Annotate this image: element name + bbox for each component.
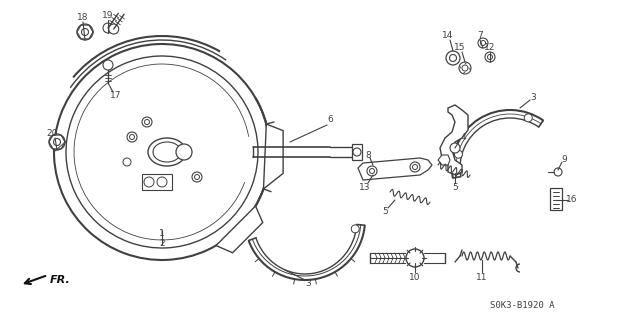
Text: 14: 14	[442, 32, 454, 41]
Circle shape	[54, 138, 61, 145]
Text: 11: 11	[476, 272, 488, 281]
Circle shape	[406, 249, 424, 267]
Text: 1: 1	[159, 229, 165, 239]
Circle shape	[450, 143, 460, 153]
Text: 5: 5	[452, 182, 458, 191]
Text: 4: 4	[460, 132, 466, 142]
Circle shape	[127, 132, 137, 142]
Polygon shape	[216, 206, 263, 253]
Polygon shape	[550, 188, 562, 210]
Circle shape	[157, 177, 167, 187]
Text: 7: 7	[477, 32, 483, 41]
Circle shape	[351, 225, 359, 233]
Ellipse shape	[148, 138, 186, 166]
Text: 10: 10	[409, 272, 420, 281]
Circle shape	[109, 24, 119, 34]
Text: 5: 5	[382, 207, 388, 217]
Circle shape	[103, 23, 113, 33]
Circle shape	[481, 41, 486, 46]
Polygon shape	[358, 158, 432, 180]
Circle shape	[485, 52, 495, 62]
Circle shape	[77, 24, 93, 40]
Circle shape	[195, 174, 200, 180]
Circle shape	[142, 117, 152, 127]
Circle shape	[49, 134, 65, 150]
Polygon shape	[352, 144, 362, 160]
Text: 2: 2	[159, 240, 165, 249]
Circle shape	[123, 158, 131, 166]
Circle shape	[478, 38, 488, 48]
Circle shape	[410, 162, 420, 172]
Polygon shape	[264, 124, 283, 189]
Text: 3: 3	[530, 93, 536, 101]
Circle shape	[145, 120, 150, 124]
Circle shape	[103, 60, 113, 70]
Circle shape	[446, 51, 460, 65]
Circle shape	[413, 165, 417, 169]
Circle shape	[192, 172, 202, 182]
Polygon shape	[438, 155, 450, 165]
Text: 13: 13	[359, 183, 371, 192]
Text: 17: 17	[110, 91, 122, 100]
Polygon shape	[142, 174, 172, 190]
Text: FR.: FR.	[50, 275, 71, 285]
Circle shape	[369, 168, 374, 174]
Text: S0K3-B1920 A: S0K3-B1920 A	[490, 301, 554, 310]
Text: 12: 12	[484, 43, 496, 53]
Circle shape	[488, 55, 493, 60]
Circle shape	[129, 135, 134, 139]
Polygon shape	[440, 105, 468, 175]
Circle shape	[459, 62, 471, 74]
Circle shape	[554, 168, 562, 176]
Ellipse shape	[153, 142, 181, 162]
Circle shape	[144, 177, 154, 187]
Circle shape	[81, 28, 88, 35]
Text: 9: 9	[561, 154, 567, 164]
Text: 8: 8	[365, 151, 371, 160]
Text: 18: 18	[77, 13, 89, 23]
Circle shape	[367, 166, 377, 176]
Text: 15: 15	[454, 43, 466, 53]
Circle shape	[449, 55, 456, 62]
Text: 19: 19	[102, 11, 114, 20]
Circle shape	[524, 114, 532, 122]
Circle shape	[462, 65, 468, 71]
Circle shape	[353, 148, 361, 156]
Circle shape	[176, 144, 192, 160]
Text: 6: 6	[327, 115, 333, 123]
Text: 16: 16	[566, 196, 578, 204]
Text: 3: 3	[305, 279, 311, 288]
Circle shape	[454, 150, 463, 158]
Text: 20: 20	[46, 130, 58, 138]
